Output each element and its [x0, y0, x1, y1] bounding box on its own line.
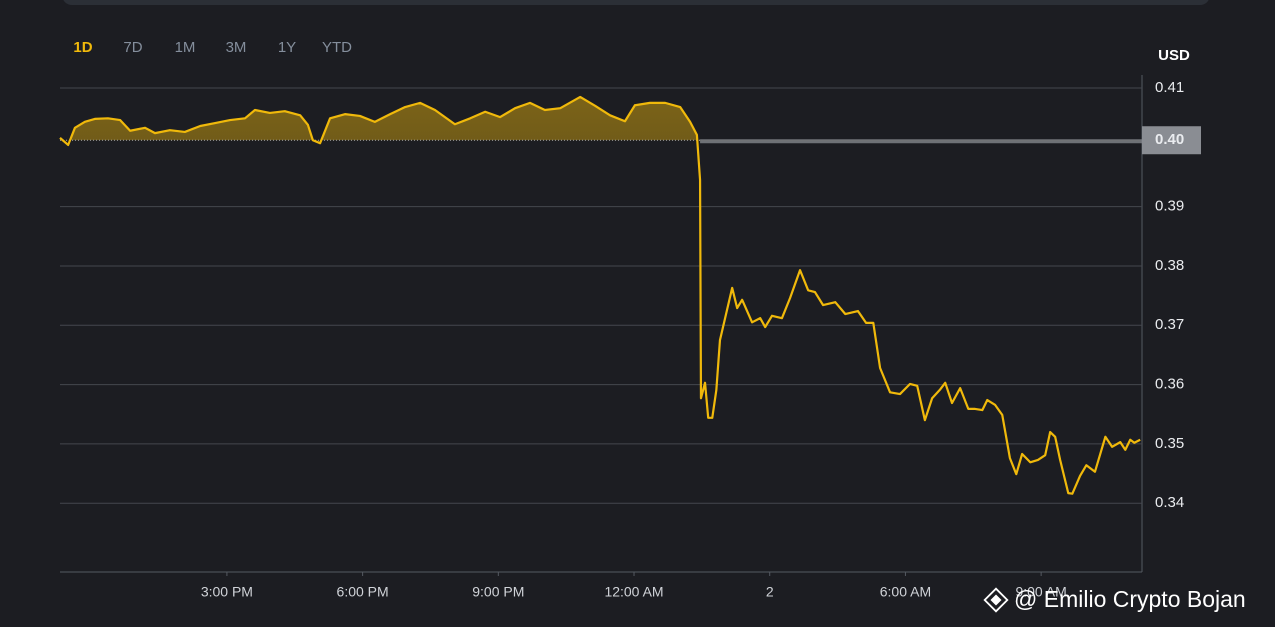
y-tick-label: 0.34	[1155, 494, 1184, 511]
x-tick-label: 3:00 PM	[201, 584, 253, 600]
top-card	[63, 0, 1209, 5]
range-tab[interactable]: 1D	[73, 39, 92, 56]
watermark: @ Emilio Crypto Bojan	[983, 586, 1246, 613]
y-tick-label: 0.38	[1155, 257, 1184, 274]
baseline-label-box	[1142, 126, 1201, 155]
y-tick-label: 0.36	[1155, 376, 1184, 393]
area-fill	[60, 96, 698, 141]
y-tick-label: 0.37	[1155, 316, 1184, 333]
y-tick-label: 0.39	[1155, 198, 1184, 215]
watermark-text: @ Emilio Crypto Bojan	[1014, 586, 1246, 612]
range-tab[interactable]: 7D	[123, 39, 142, 56]
baseline-label: 0.40	[1155, 131, 1184, 148]
x-tick-label: 6:00 AM	[880, 584, 931, 600]
range-tab[interactable]: 1M	[175, 39, 196, 56]
range-tab[interactable]: 1Y	[278, 39, 296, 56]
y-tick-label: 0.41	[1155, 79, 1184, 96]
range-tab[interactable]: 3M	[226, 39, 247, 56]
x-tick-label: 9:00 PM	[472, 584, 524, 600]
x-tick-label: 9:00 AM	[1015, 584, 1066, 600]
price-line	[59, 95, 1141, 495]
x-tick-label: 6:00 PM	[337, 584, 389, 600]
y-unit: USD	[1158, 47, 1190, 64]
range-tab[interactable]: YTD	[322, 39, 352, 56]
y-tick-label: 0.35	[1155, 435, 1184, 452]
x-tick-label: 12:00 AM	[604, 584, 663, 600]
x-tick-label: 2	[766, 584, 774, 600]
watermark-icon	[983, 587, 1009, 613]
